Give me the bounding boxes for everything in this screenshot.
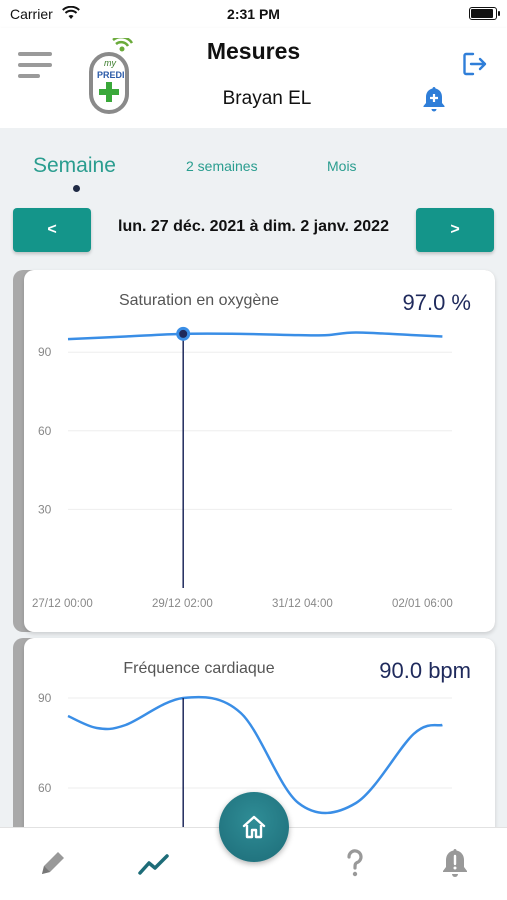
pencil-icon[interactable] bbox=[36, 846, 70, 880]
oxygen-current-value: 97.0 % bbox=[402, 290, 472, 315]
heart-rate-line-chart: 60 90 bbox=[38, 691, 452, 878]
series-line bbox=[67, 695, 443, 815]
clock: 2:31 PM bbox=[227, 6, 280, 22]
x-tick-label: 31/12 04:00 bbox=[272, 598, 333, 610]
previous-period-button[interactable]: < bbox=[13, 208, 91, 252]
y-tick-label: 60 bbox=[38, 781, 52, 795]
question-icon[interactable] bbox=[338, 846, 372, 880]
date-range-label: lun. 27 déc. 2021 à dim. 2 janv. 2022 bbox=[118, 218, 389, 235]
battery-level bbox=[471, 9, 493, 18]
cursor-point bbox=[179, 329, 188, 338]
logout-icon[interactable] bbox=[461, 50, 489, 78]
app-header: my PREDI Mesures Brayan EL bbox=[0, 28, 507, 128]
svg-text:my: my bbox=[104, 58, 116, 68]
home-icon bbox=[242, 815, 266, 839]
oxygen-chart-title: Saturation en oxygène bbox=[118, 292, 280, 309]
oxygen-line-chart: 30 60 90 27/12 00:00 29/12 02:00 31/12 04:00 0… bbox=[32, 326, 453, 610]
hamburger-menu-icon[interactable] bbox=[18, 52, 52, 78]
heart-rate-chart-title: Fréquence cardiaque bbox=[123, 660, 275, 677]
tab-month[interactable]: Mois bbox=[327, 158, 357, 174]
svg-text:PREDI: PREDI bbox=[97, 70, 125, 80]
period-tabs: Semaine 2 semaines Mois bbox=[0, 128, 507, 200]
tab-week[interactable]: Semaine bbox=[33, 154, 116, 177]
x-tick-label: 27/12 00:00 bbox=[32, 598, 93, 610]
tab-two-weeks[interactable]: 2 semaines bbox=[186, 158, 258, 174]
bell-alert-icon[interactable] bbox=[438, 846, 472, 880]
add-alert-icon[interactable] bbox=[421, 85, 447, 113]
y-tick-label: 60 bbox=[38, 424, 52, 438]
user-name: Brayan EL bbox=[222, 88, 312, 109]
carrier-label: Carrier bbox=[10, 6, 53, 22]
heart-rate-current-value: 90.0 bpm bbox=[379, 658, 471, 683]
next-period-button[interactable]: > bbox=[416, 208, 494, 252]
oxygen-chart-card: Saturation en oxygène 97.0 % 30 60 90 27/12… bbox=[13, 270, 495, 632]
wifi-icon bbox=[62, 6, 80, 19]
mypredi-logo: my PREDI bbox=[89, 38, 134, 114]
active-tab-indicator bbox=[73, 185, 80, 192]
x-tick-label: 29/12 02:00 bbox=[152, 598, 213, 610]
series-line bbox=[67, 331, 443, 341]
page-title: Mesures bbox=[206, 38, 301, 64]
y-tick-label: 90 bbox=[38, 345, 52, 359]
battery-icon bbox=[469, 7, 500, 20]
home-button[interactable] bbox=[219, 792, 289, 862]
y-tick-label: 30 bbox=[38, 502, 52, 516]
oxygen-chart-panel[interactable]: Saturation en oxygène 97.0 % 30 60 90 27/12… bbox=[24, 270, 495, 632]
chart-line-icon[interactable] bbox=[137, 846, 171, 880]
status-bar: Carrier 2:31 PM bbox=[0, 0, 507, 28]
y-tick-label: 90 bbox=[38, 691, 52, 705]
x-tick-label: 02/01 06:00 bbox=[392, 598, 453, 610]
